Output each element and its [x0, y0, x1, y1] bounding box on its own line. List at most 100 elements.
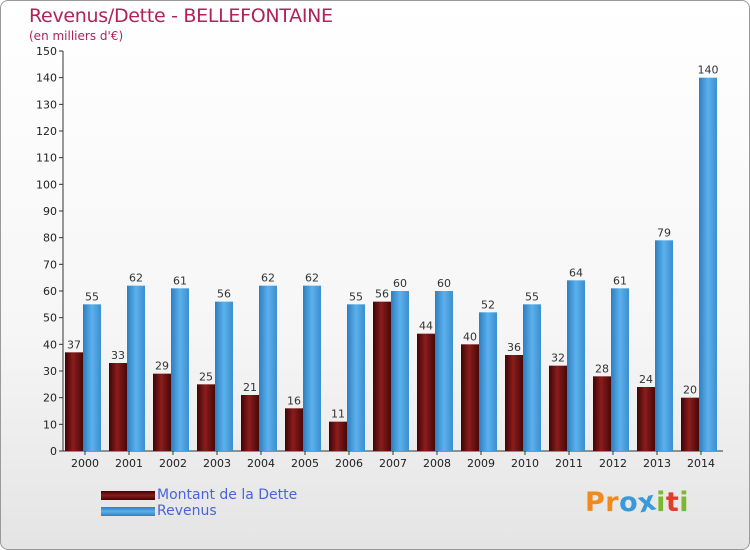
- logo-letter: o: [619, 487, 639, 518]
- x-tick-label: 2005: [291, 457, 319, 470]
- data-label-debt: 11: [331, 408, 345, 421]
- y-tick-label: 70: [43, 258, 57, 271]
- y-tick-label: 120: [36, 125, 57, 138]
- bar-debt: [65, 352, 83, 451]
- bar-revenue: [523, 304, 541, 451]
- y-tick-label: 40: [43, 338, 57, 351]
- logo-letter: i: [656, 487, 666, 518]
- y-tick-label: 30: [43, 365, 57, 378]
- bar-revenue: [127, 285, 145, 451]
- bar-revenue: [259, 285, 277, 451]
- legend-label-revenue: Revenus: [157, 503, 217, 519]
- x-tick-label: 2011: [555, 457, 583, 470]
- data-label-revenue: 55: [349, 290, 363, 303]
- data-label-revenue: 55: [525, 290, 539, 303]
- bar-debt: [109, 363, 127, 451]
- chart-subtitle: (en milliers d'€): [29, 29, 124, 43]
- y-tick-label: 110: [36, 152, 57, 165]
- bar-revenue: [699, 77, 717, 452]
- bar-debt: [285, 408, 303, 451]
- bar-revenue: [655, 240, 673, 451]
- x-tick-label: 2009: [467, 457, 495, 470]
- chart-bars: [65, 77, 717, 452]
- y-tick-label: 100: [36, 178, 57, 191]
- x-tick-label: 2001: [115, 457, 143, 470]
- data-label-debt: 20: [683, 384, 697, 397]
- data-label-debt: 37: [67, 338, 81, 351]
- bar-debt: [241, 395, 259, 451]
- data-label-revenue: 56: [217, 288, 231, 301]
- data-label-revenue: 62: [305, 272, 319, 285]
- bar-debt: [549, 365, 567, 451]
- proxiti-logo: Proxiti: [585, 485, 690, 519]
- y-tick-label: 10: [43, 418, 57, 431]
- bar-debt: [197, 384, 215, 451]
- data-label-revenue: 60: [437, 277, 451, 290]
- logo-letter: i: [679, 487, 690, 518]
- data-label-debt: 29: [155, 360, 169, 373]
- data-label-revenue: 55: [85, 290, 99, 303]
- data-label-debt: 56: [375, 288, 389, 301]
- x-tick-label: 2014: [687, 457, 715, 470]
- bar-debt: [681, 397, 699, 451]
- bar-revenue: [171, 288, 189, 451]
- x-tick-label: 2003: [203, 457, 231, 470]
- y-tick-label: 50: [43, 312, 57, 325]
- bar-debt: [373, 301, 391, 451]
- y-tick-label: 0: [50, 445, 57, 458]
- bar-revenue: [567, 280, 585, 451]
- bar-debt: [417, 333, 435, 451]
- data-label-debt: 40: [463, 330, 477, 343]
- legend-swatch-revenue: [101, 506, 155, 516]
- legend: Montant de la Dette Revenus: [101, 487, 297, 519]
- data-label-revenue: 61: [613, 274, 627, 287]
- legend-item-revenue: Revenus: [101, 503, 297, 519]
- y-tick-label: 60: [43, 285, 57, 298]
- legend-item-debt: Montant de la Dette: [101, 487, 297, 503]
- logo-letter: t: [665, 487, 680, 518]
- bar-revenue: [303, 285, 321, 451]
- bar-debt: [153, 373, 171, 451]
- bar-revenue: [83, 304, 101, 451]
- x-tick-label: 2004: [247, 457, 275, 470]
- data-label-debt: 33: [111, 349, 125, 362]
- x-tick-label: 2012: [599, 457, 627, 470]
- y-tick-label: 80: [43, 232, 57, 245]
- data-label-debt: 44: [419, 320, 433, 333]
- bar-revenue: [215, 301, 233, 451]
- data-label-revenue: 62: [129, 272, 143, 285]
- legend-label-debt: Montant de la Dette: [157, 487, 298, 503]
- data-label-revenue: 140: [698, 64, 719, 77]
- logo-letter: P: [585, 487, 606, 518]
- legend-swatch-debt: [101, 490, 155, 500]
- data-label-revenue: 52: [481, 298, 495, 311]
- bar-revenue: [347, 304, 365, 451]
- data-label-debt: 36: [507, 341, 521, 354]
- x-tick-label: 2010: [511, 457, 539, 470]
- bar-revenue: [611, 288, 629, 451]
- chart-data-labels: 37 55 33 62 29 61 25 56 21 62 16 62 11 55 56 60 44 60 40 52…: [67, 64, 719, 421]
- bar-debt: [461, 344, 479, 451]
- x-tick-label: 2002: [159, 457, 187, 470]
- data-label-debt: 25: [199, 370, 213, 383]
- bar-revenue: [479, 312, 497, 451]
- data-label-revenue: 62: [261, 272, 275, 285]
- x-tick-label: 2008: [423, 457, 451, 470]
- data-label-debt: 24: [639, 373, 653, 386]
- data-label-debt: 21: [243, 381, 257, 394]
- data-label-revenue: 60: [393, 277, 407, 290]
- y-tick-label: 140: [36, 72, 57, 85]
- data-label-revenue: 61: [173, 274, 187, 287]
- bar-debt: [637, 387, 655, 451]
- logo-letter: r: [605, 487, 620, 518]
- y-tick-label: 90: [43, 205, 57, 218]
- x-tick-label: 2000: [71, 457, 99, 470]
- data-label-revenue: 64: [569, 266, 583, 279]
- y-tick-label: 130: [36, 98, 57, 111]
- x-tick-label: 2013: [643, 457, 671, 470]
- x-tick-label: 2007: [379, 457, 407, 470]
- bar-debt: [593, 376, 611, 451]
- data-label-debt: 16: [287, 394, 301, 407]
